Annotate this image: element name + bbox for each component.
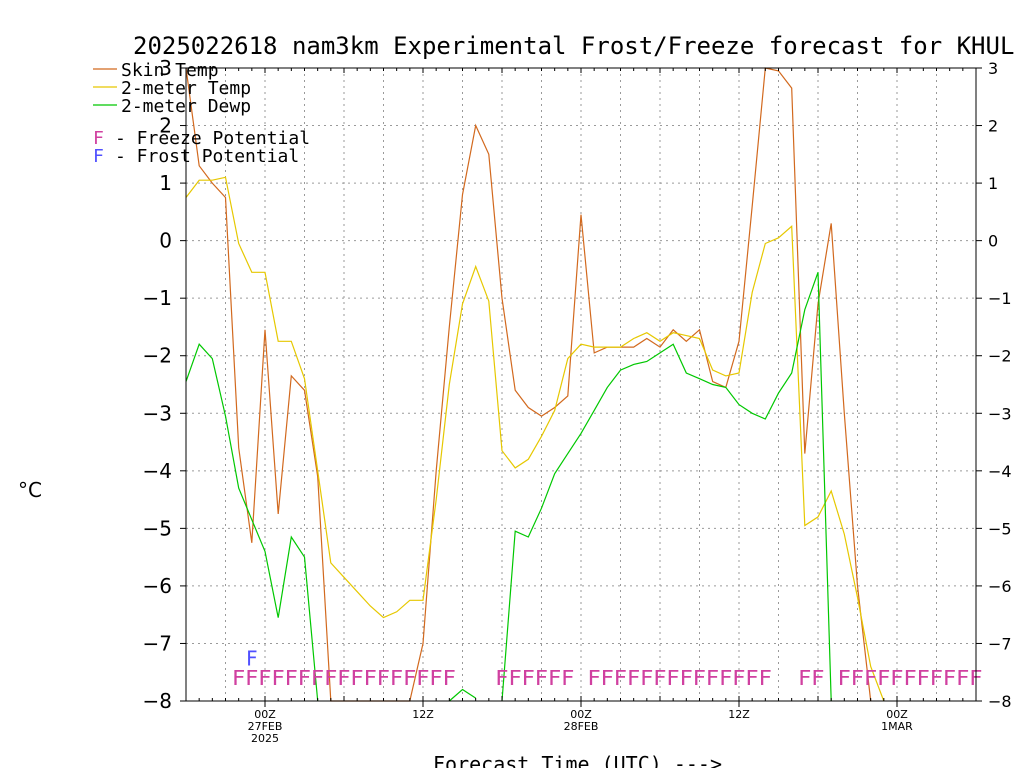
y-tick-label-right: −8: [988, 692, 1012, 711]
x-tick-label: 12Z: [728, 708, 750, 721]
legend-potential-symbol: F: [93, 128, 104, 149]
y-tick-label-left: −1: [143, 286, 172, 310]
y-tick-label-right: −3: [988, 404, 1012, 423]
freeze-potential-run: FFFFFF: [495, 666, 574, 690]
x-tick-label: 12Z: [412, 708, 434, 721]
y-tick-label-left: 2: [159, 114, 172, 138]
legend-potential-label: - Freeze Potential: [115, 128, 310, 149]
legend-label: Skin Temp: [121, 60, 219, 81]
grid: [186, 68, 976, 701]
y-tick-label-left: −2: [143, 344, 172, 368]
y-tick-label-left: −7: [143, 631, 172, 655]
freeze-potential-run: FF: [798, 666, 824, 690]
x-tick-label: 28FEB: [564, 720, 599, 733]
y-tick-label-left: 0: [159, 229, 172, 253]
x-tick-label: 27FEB: [248, 720, 283, 733]
y-tick-label-left: −8: [143, 689, 172, 713]
y-axis-label: °C: [18, 478, 42, 502]
potential-marks: FFFFFFFFFFFFFFFFF FFFFFF FFFFFFFFFFFFFF FF F…: [232, 646, 982, 690]
y-tick-label-right: −1: [988, 289, 1012, 308]
frost-potential-mark: F: [246, 646, 258, 670]
y-tick-label-right: 1: [988, 174, 998, 193]
x-tick-label: 00Z: [254, 708, 276, 721]
legend-potential-label: - Frost Potential: [115, 146, 299, 167]
y-tick-label-left: 3: [159, 56, 172, 80]
series-line-2-meter-dewp: [501, 272, 832, 702]
freeze-potential-run: FFFFFFFFFFFFFF: [588, 666, 772, 690]
legend-label: 2-meter Dewp: [121, 96, 251, 117]
x-tick-label: 00Z: [886, 708, 908, 721]
y-tick-label-right: −5: [988, 519, 1012, 538]
y-tick-label-right: −6: [988, 577, 1012, 596]
y-tick-label-right: −4: [988, 462, 1012, 481]
x-tick-label: 00Z: [570, 708, 592, 721]
axes: 3 3 2 2 1 1 0 0 −1 −1 −2 −2 −3 −3 −4 −4 −5 −5 −6 −6 −7 −7 −8 −8…: [143, 56, 1012, 745]
freeze-potential-run: FFFFFFFFFFFFFFFFF: [232, 666, 456, 690]
y-tick-label-right: 2: [988, 117, 998, 136]
chart-title: 2025022618 nam3km Experimental Frost/Fre…: [133, 32, 1014, 60]
series-line-2-meter-dewp: [185, 343, 319, 702]
legend-potential-symbol: F: [93, 146, 104, 167]
y-tick-label-left: −4: [143, 459, 172, 483]
freeze-potential-run: FFFFFFFFFFF: [838, 666, 983, 690]
legend-label: 2-meter Temp: [121, 78, 251, 99]
y-tick-label-right: −7: [988, 634, 1012, 653]
x-axis-label: Forecast Time (UTC) --->: [433, 752, 722, 768]
y-tick-label-left: −3: [143, 401, 172, 425]
y-tick-label-left: −6: [143, 574, 172, 598]
plot-frame: [185, 67, 977, 702]
x-tick-label: 2025: [251, 732, 279, 745]
series-line-2-meter-temp: [185, 176, 885, 702]
series-line-2-meter-dewp: [448, 688, 477, 702]
y-tick-label-right: 3: [988, 59, 998, 78]
y-tick-label-right: −2: [988, 347, 1012, 366]
y-tick-label-left: −5: [143, 516, 172, 540]
x-tick-label: 1MAR: [881, 720, 913, 733]
y-tick-label-left: 1: [159, 171, 172, 195]
y-tick-label-right: 0: [988, 232, 998, 251]
